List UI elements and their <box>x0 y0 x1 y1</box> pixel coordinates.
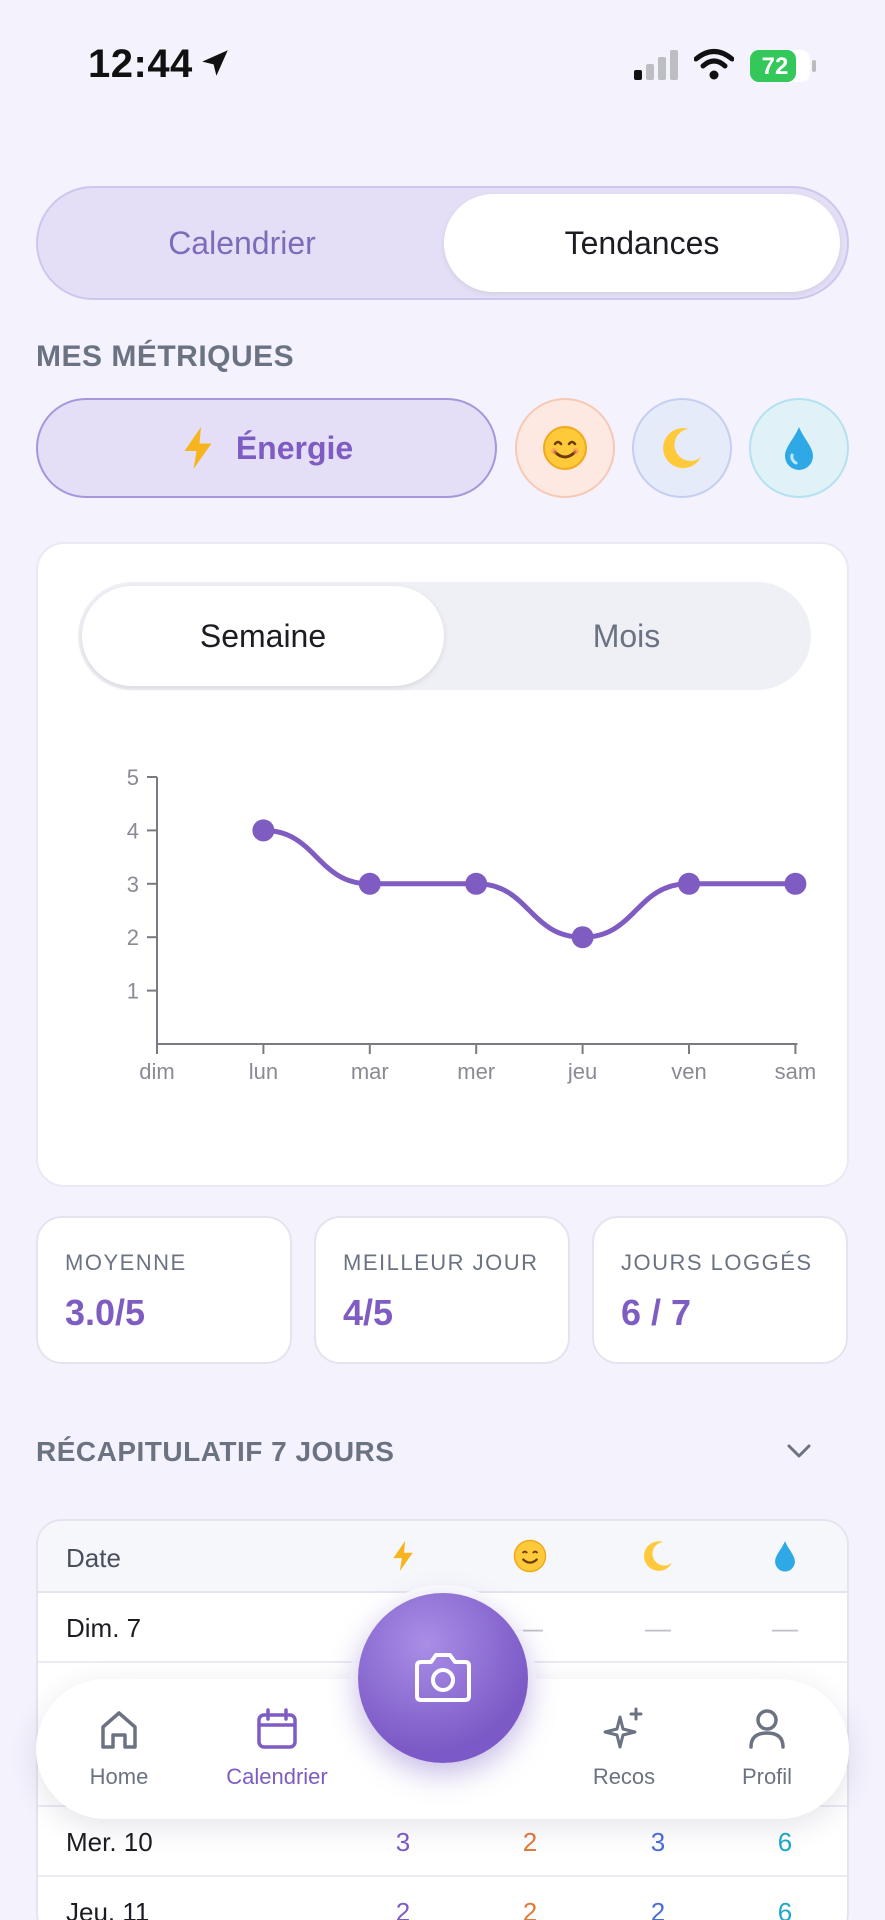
y-tick-label: 4 <box>127 818 139 843</box>
mood-smile-icon <box>500 1539 560 1578</box>
metric-water-button[interactable] <box>749 398 849 498</box>
calendar-icon <box>257 1708 297 1749</box>
tab-calendar-label: Calendrier <box>226 1764 328 1789</box>
stat-card-average: MOYENNE 3.0/5 <box>36 1216 292 1364</box>
lightning-icon <box>373 1539 433 1578</box>
metric-energy-button[interactable]: Énergie <box>36 398 497 498</box>
trends-tab-button[interactable]: Tendances <box>444 194 840 292</box>
row-mood-value: 2 <box>522 1897 538 1920</box>
energy-data-point <box>784 872 807 895</box>
x-tick-label: dim <box>139 1059 174 1084</box>
tab-home-label: Home <box>89 1764 149 1789</box>
camera-button[interactable] <box>358 1593 528 1763</box>
tab-recos[interactable]: Recos <box>559 1705 689 1790</box>
stat-label: JOURS LOGGÉS <box>621 1250 813 1275</box>
row-water-value: 6 <box>777 1827 793 1857</box>
home-icon <box>101 1711 137 1749</box>
metric-mood-button[interactable] <box>515 398 615 498</box>
tab-profile[interactable]: Profil <box>702 1705 832 1790</box>
tab-home[interactable]: Home <box>54 1705 184 1790</box>
mood-smile-icon <box>543 426 587 470</box>
energy-line-chart: 1 2 3 4 5 dim lun mar mer jeu ven sam <box>127 765 817 1084</box>
recap-section-title: RÉCAPITULATIF 7 JOURS <box>36 1436 395 1467</box>
row-date: Jeu. 11 <box>66 1897 150 1920</box>
table-row[interactable]: Mer. 10 3 2 3 6 <box>38 1807 847 1877</box>
x-tick-label: lun <box>249 1059 278 1084</box>
x-tick-label: sam <box>775 1059 817 1084</box>
stat-label: MEILLEUR JOUR <box>343 1250 539 1275</box>
y-tick-label: 3 <box>127 872 139 897</box>
row-date: Dim. 7 <box>66 1613 142 1643</box>
row-date: Mer. 10 <box>66 1827 153 1857</box>
trend-chart-card: Semaine Mois 1 2 3 4 5 dim lun mar mer jeu ven sam <box>36 542 849 1187</box>
moon-icon <box>628 1539 688 1578</box>
water-drop-icon <box>785 427 813 470</box>
range-toggle: Semaine Mois <box>78 582 811 690</box>
energy-data-point <box>465 872 488 895</box>
stat-value: 6 / 7 <box>621 1292 692 1333</box>
metrics-section-title: MES MÉTRIQUES <box>36 340 295 373</box>
stat-value: 3.0/5 <box>65 1292 146 1333</box>
row-mood-value: 2 <box>522 1827 538 1857</box>
metric-energy-label: Énergie <box>235 429 354 466</box>
row-sleep-value: 2 <box>650 1897 666 1920</box>
stat-card-logged-days: JOURS LOGGÉS 6 / 7 <box>592 1216 848 1364</box>
water-drop-icon <box>755 1539 815 1578</box>
y-tick-label: 1 <box>127 979 139 1004</box>
moon-icon <box>663 428 701 469</box>
stat-card-best-day: MEILLEUR JOUR 4/5 <box>314 1216 570 1364</box>
x-tick-label: mer <box>457 1059 495 1084</box>
energy-series-line <box>260 827 798 940</box>
metric-sleep-button[interactable] <box>632 398 732 498</box>
row-energy-value: 2 <box>395 1897 411 1920</box>
row-water-value: — <box>772 1613 798 1643</box>
wifi-icon <box>694 49 734 80</box>
profile-icon <box>749 1709 785 1749</box>
stat-value: 4/5 <box>343 1292 394 1333</box>
lightning-icon <box>184 427 212 469</box>
month-range-button[interactable]: Mois <box>592 617 661 654</box>
battery-level: 72 <box>761 53 789 80</box>
table-header: Date <box>38 1521 847 1593</box>
row-sleep-value: — <box>645 1613 671 1643</box>
chevron-down-icon[interactable] <box>782 1436 816 1466</box>
energy-data-point <box>571 926 594 949</box>
row-water-value: 6 <box>777 1897 793 1920</box>
x-tick-label: mar <box>351 1059 389 1084</box>
y-tick-label: 5 <box>127 765 139 790</box>
status-time: 12:44 <box>88 42 193 86</box>
row-sleep-value: 3 <box>650 1827 666 1857</box>
energy-data-point <box>678 872 700 895</box>
week-range-button[interactable]: Semaine <box>82 586 444 686</box>
calendar-tab-button[interactable]: Calendrier <box>168 224 316 261</box>
tab-calendar[interactable]: Calendrier <box>212 1705 342 1790</box>
energy-data-point <box>252 819 275 842</box>
table-row[interactable]: Jeu. 11 2 2 2 6 <box>38 1877 847 1920</box>
sparkles-icon <box>603 1707 643 1749</box>
tab-recos-label: Recos <box>592 1764 656 1789</box>
x-tick-label: ven <box>671 1059 706 1084</box>
camera-icon <box>415 1653 471 1702</box>
row-energy-value: 3 <box>395 1827 411 1857</box>
energy-data-point <box>358 872 381 895</box>
cellular-signal-icon <box>634 50 678 80</box>
stat-label: MOYENNE <box>65 1250 187 1275</box>
view-segment-control: Calendrier Tendances <box>36 186 849 300</box>
location-arrow-icon <box>202 50 228 76</box>
y-tick-label: 2 <box>127 925 139 950</box>
status-bar: 12:44 72 <box>0 0 885 130</box>
tab-profile-label: Profil <box>741 1764 793 1789</box>
battery-icon: 72 <box>750 50 816 82</box>
date-column-header: Date <box>66 1543 121 1573</box>
x-tick-label: jeu <box>567 1059 597 1084</box>
